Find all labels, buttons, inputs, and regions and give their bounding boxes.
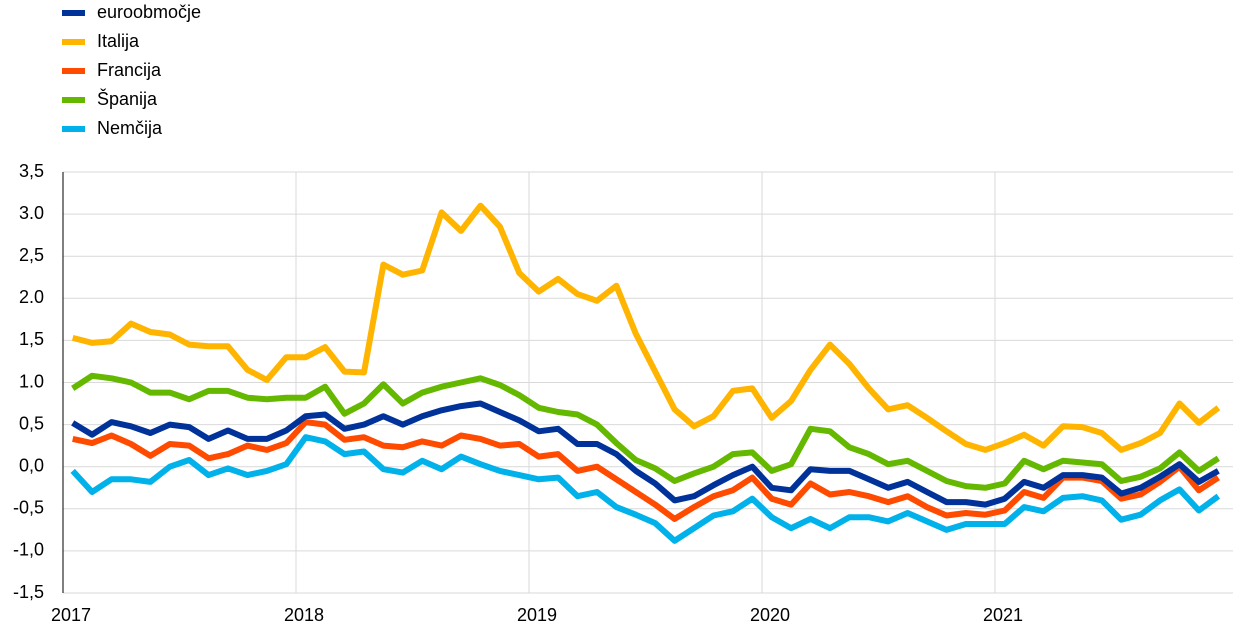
x-tick-label: 2017 [51,605,91,625]
y-tick-label: 0,0 [19,455,44,475]
legend-label: Nemčija [97,118,163,138]
series-line [71,400,1220,508]
legend-label: Španija [97,88,158,109]
y-tick-label: 3.0 [19,203,44,223]
series-line [72,419,1220,522]
y-tick-label: -1,5 [13,582,44,602]
y-tick-label: 2.0 [19,287,44,307]
y-tick-label: 3,5 [19,161,44,181]
x-tick-label: 2018 [284,605,324,625]
x-tick-label: 2020 [750,605,790,625]
legend-label: Francija [97,60,162,80]
x-tick-label: 2019 [517,605,557,625]
y-tick-label: -1,0 [13,540,44,560]
series-line [71,202,1221,453]
y-tick-label: 2,5 [19,245,44,265]
series-line [70,434,1221,544]
y-tick-label: 1.0 [19,371,44,391]
x-tick-label: 2021 [983,605,1023,625]
y-tick-label: 1,5 [19,329,44,349]
legend-label: euroobmočje [97,2,201,22]
y-tick-label: 0,5 [19,413,44,433]
y-tick-label: -0,5 [13,498,44,518]
legend-label: Italija [97,31,140,51]
series-line [71,372,1220,491]
